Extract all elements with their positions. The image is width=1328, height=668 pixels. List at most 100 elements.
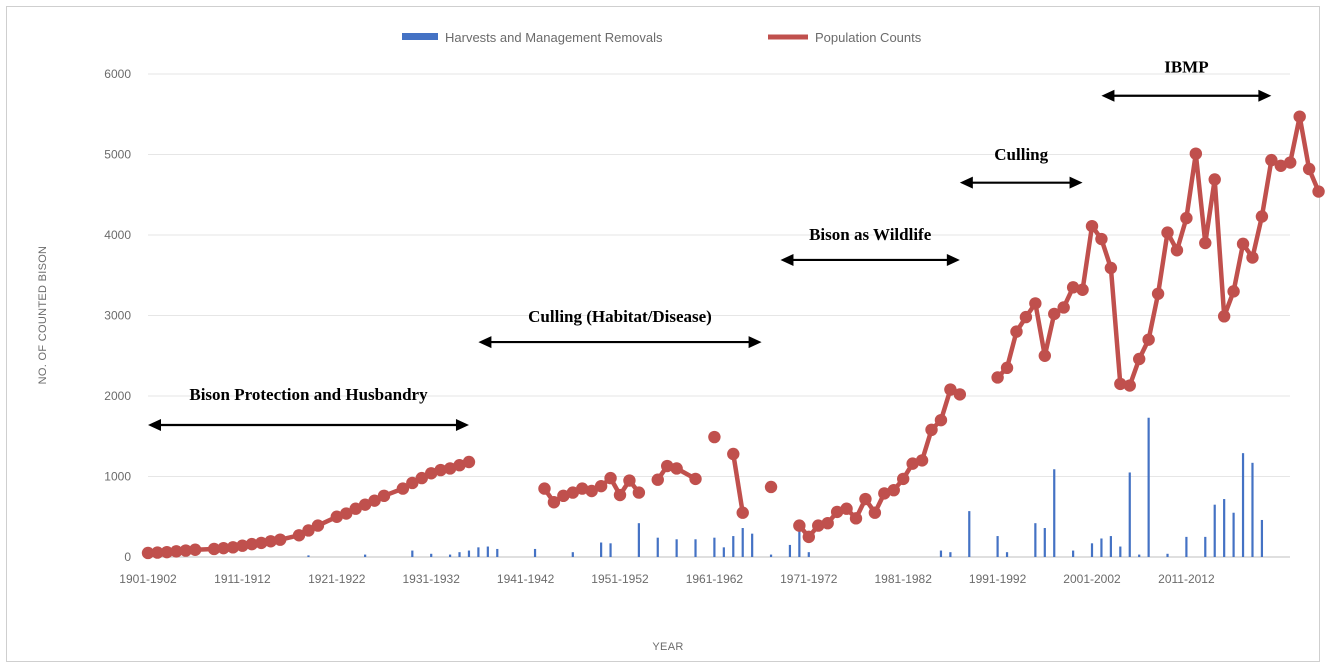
annotation-arrowhead-right bbox=[946, 253, 960, 266]
population-point bbox=[368, 494, 381, 507]
y-axis-title: NO. OF COUNTED BISON bbox=[37, 246, 49, 385]
population-point bbox=[670, 462, 683, 475]
harvest-bar bbox=[722, 547, 725, 557]
population-point bbox=[623, 474, 636, 487]
population-point bbox=[812, 519, 825, 532]
harvest-bar bbox=[533, 548, 537, 557]
harvest-bar bbox=[1072, 550, 1075, 557]
x-axis-ticks: 1901-1902 1911-1912 1921-1922 1931-1932 1941… bbox=[119, 572, 1215, 586]
population-point bbox=[1312, 185, 1325, 198]
population-point bbox=[462, 455, 476, 469]
population-point bbox=[736, 506, 749, 519]
population-point bbox=[613, 488, 627, 502]
gridlines bbox=[148, 73, 1290, 558]
annotation-arrowhead-right bbox=[748, 336, 762, 349]
population-point bbox=[604, 471, 617, 485]
annotation-arrowhead-left bbox=[959, 176, 973, 189]
population-point bbox=[330, 510, 343, 523]
population-point bbox=[1029, 297, 1042, 310]
harvest-bar bbox=[694, 539, 697, 557]
population-point bbox=[1104, 261, 1118, 275]
annotation-arrowhead-left bbox=[478, 336, 492, 349]
population-point bbox=[849, 512, 863, 525]
y-tick-label: 2000 bbox=[104, 389, 131, 403]
population-point bbox=[840, 502, 853, 515]
annotation-label: Bison as Wildlife bbox=[809, 225, 932, 244]
population-point bbox=[793, 519, 806, 532]
population-point bbox=[1293, 110, 1306, 123]
population-point bbox=[1019, 310, 1033, 324]
population-point bbox=[557, 489, 570, 503]
harvest-bar bbox=[798, 528, 801, 557]
y-tick-label: 5000 bbox=[104, 148, 131, 162]
population-point bbox=[1208, 173, 1221, 186]
harvest-bar bbox=[1109, 536, 1112, 557]
population-point bbox=[425, 467, 438, 480]
harvest-bar bbox=[751, 533, 754, 557]
legend: Harvests and Management Removals Populat… bbox=[402, 30, 922, 45]
x-tick-label: 1991-1992 bbox=[969, 572, 1027, 586]
population-point bbox=[1227, 285, 1240, 298]
population-point bbox=[585, 484, 598, 498]
harvest-bar bbox=[1043, 528, 1046, 557]
y-tick-label: 1000 bbox=[104, 470, 131, 484]
harvest-bar bbox=[1034, 523, 1037, 557]
population-point bbox=[868, 506, 882, 519]
population-point bbox=[1123, 379, 1136, 392]
population-point bbox=[1151, 287, 1165, 300]
harvest-bar bbox=[430, 553, 433, 557]
harvest-bar bbox=[1251, 462, 1254, 557]
population-point bbox=[991, 371, 1004, 384]
harvest-bar bbox=[571, 552, 574, 557]
population-point bbox=[1057, 301, 1070, 314]
population-point bbox=[632, 486, 646, 499]
population-point bbox=[953, 388, 967, 401]
population-point bbox=[302, 524, 315, 537]
legend-swatch-harvests bbox=[402, 33, 438, 40]
annotation-arrowhead-left bbox=[1101, 89, 1115, 102]
population-point bbox=[1038, 349, 1052, 362]
harvest-bar bbox=[1090, 543, 1094, 557]
harvest-bar bbox=[732, 536, 735, 557]
population-point bbox=[179, 544, 192, 557]
harvest-bar bbox=[1119, 546, 1122, 557]
population-point bbox=[727, 447, 740, 461]
population-point bbox=[340, 507, 353, 520]
population-line bbox=[731, 453, 745, 514]
population-point bbox=[651, 473, 664, 486]
population-point bbox=[189, 543, 202, 556]
harvest-bar bbox=[496, 548, 499, 557]
population-point bbox=[1236, 237, 1250, 251]
population-point bbox=[207, 542, 221, 556]
population-point bbox=[1095, 232, 1108, 246]
population-point bbox=[1284, 156, 1297, 169]
annotation-arrowhead-right bbox=[1069, 176, 1083, 189]
population-point bbox=[878, 487, 891, 500]
harvest-bar bbox=[996, 536, 999, 557]
population-point bbox=[821, 516, 834, 530]
y-tick-label: 6000 bbox=[104, 67, 131, 81]
harvest-bar bbox=[609, 543, 612, 557]
population-point bbox=[255, 536, 268, 550]
population-lines bbox=[141, 110, 1325, 560]
harvest-bar bbox=[411, 550, 414, 557]
y-tick-label: 3000 bbox=[104, 309, 131, 323]
population-point bbox=[1048, 307, 1061, 321]
harvest-bars bbox=[307, 417, 1264, 557]
annotation-label: Culling bbox=[994, 145, 1048, 164]
population-point bbox=[594, 479, 608, 493]
population-point bbox=[1010, 325, 1023, 338]
population-point bbox=[358, 498, 372, 511]
harvest-bar bbox=[1260, 519, 1264, 557]
population-point bbox=[944, 383, 957, 396]
population-point bbox=[1246, 251, 1259, 264]
harvest-bar bbox=[949, 552, 952, 557]
population-point bbox=[273, 533, 287, 546]
population-point bbox=[292, 529, 306, 542]
harvest-bar bbox=[939, 550, 943, 557]
annotation-label: IBMP bbox=[1164, 57, 1208, 76]
annotation-arrowhead-left bbox=[148, 418, 161, 431]
population-point bbox=[160, 545, 174, 559]
population-point bbox=[170, 545, 183, 558]
